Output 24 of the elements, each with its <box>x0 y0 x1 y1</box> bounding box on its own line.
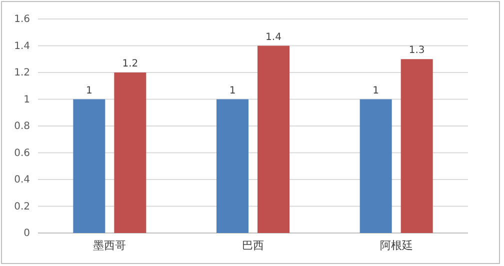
data-label: 1 <box>86 85 92 96</box>
bar <box>360 99 392 233</box>
y-tick-label: 1.2 <box>14 68 30 79</box>
y-tick-label: 0.6 <box>14 148 30 159</box>
y-tick-label: 1.4 <box>14 40 30 52</box>
data-label: 1.3 <box>408 45 425 56</box>
x-tick-label: 墨西哥 <box>93 238 126 252</box>
data-label: 1 <box>372 85 380 96</box>
data-label: 1.2 <box>122 58 138 70</box>
y-tick-label: 0.2 <box>14 201 30 212</box>
bar <box>216 99 248 233</box>
bar <box>73 99 106 233</box>
data-label: 1.4 <box>266 32 282 43</box>
y-tick-label: 0 <box>24 228 30 240</box>
bar <box>400 59 433 233</box>
y-tick-label: 0.4 <box>14 174 30 186</box>
x-tick-label: 阿根廷 <box>380 238 413 252</box>
y-tick-label: 1.6 <box>14 14 30 26</box>
y-tick-label: 0.8 <box>14 121 30 132</box>
bar <box>258 46 290 233</box>
data-label: 1 <box>229 85 236 96</box>
y-tick-label: 1 <box>24 94 30 106</box>
bar <box>114 72 146 233</box>
x-tick-label: 巴西 <box>242 238 264 252</box>
